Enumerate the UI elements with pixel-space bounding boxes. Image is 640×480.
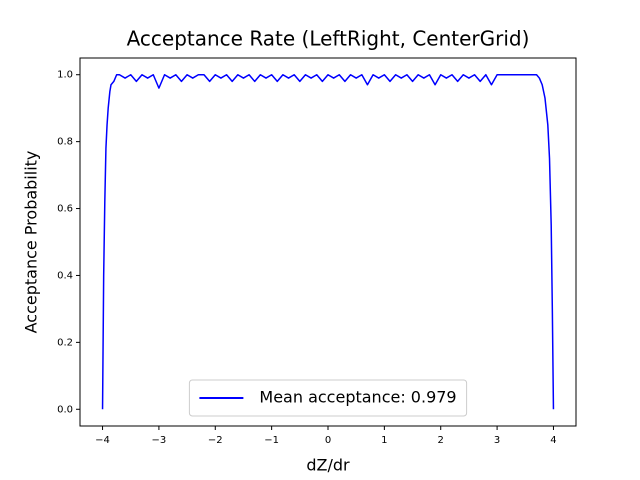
y-tick-label: 1.0 [57, 70, 73, 81]
y-tick-label: 0.0 [57, 404, 73, 415]
legend: Mean acceptance: 0.979 [188, 379, 468, 417]
x-tick-label: 1 [381, 435, 387, 446]
y-tick-label: 0.4 [57, 270, 73, 281]
legend-label: Mean acceptance: 0.979 [259, 388, 456, 407]
x-tick-label: 3 [494, 435, 500, 446]
x-tick-label: −4 [95, 435, 110, 446]
x-tick-label: −3 [152, 435, 167, 446]
x-tick-label: −1 [264, 435, 279, 446]
y-axis-label: Acceptance Probability [22, 151, 41, 334]
x-axis-label: dZ/dr [306, 456, 350, 475]
x-tick-label: 0 [325, 435, 331, 446]
data-line [101, 73, 555, 410]
y-tick-label: 0.8 [57, 137, 73, 148]
x-tick-label: 2 [438, 435, 444, 446]
x-tick-label: −2 [208, 435, 223, 446]
chart-title: Acceptance Rate (LeftRight, CenterGrid) [127, 27, 530, 51]
y-tick-label: 0.2 [57, 337, 73, 348]
plot-frame [79, 57, 577, 427]
y-tick-label: 0.6 [57, 204, 73, 215]
legend-box [188, 379, 468, 417]
x-tick-label: 4 [550, 435, 556, 446]
